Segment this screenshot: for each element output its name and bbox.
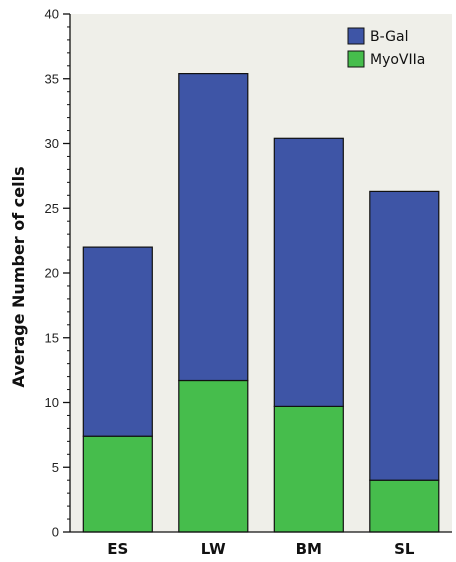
y-tick-label: 15 [45,330,59,345]
legend-swatch-b-gal [347,27,365,45]
y-tick-label: 5 [52,460,59,475]
bar-lw-b-gal [178,72,249,382]
y-tick-label: 20 [45,266,59,281]
bar-sl-b-gal [369,190,440,481]
legend-swatch-myoviia [347,50,365,68]
y-tick-label: 35 [45,71,59,86]
x-tick-label-bm: BM [296,540,322,558]
y-tick-label: 0 [52,525,59,540]
bar-es-b-gal [82,246,153,437]
bar-es-myoviia [82,435,153,533]
x-tick-label-lw: LW [201,540,226,558]
bars [82,72,440,533]
legend-label-myoviia: MyoVIIa [370,52,425,68]
bar-bm-myoviia [273,405,344,533]
bar-sl-myoviia [369,479,440,533]
bar-lw-myoviia [178,379,249,533]
legend: B-Gal MyoVIIa [347,27,425,68]
x-axis: ES LW BM SL [70,531,452,558]
y-tick-label: 10 [45,395,59,410]
legend-label-b-gal: B-Gal [370,29,409,45]
x-tick-label-es: ES [107,540,128,558]
y-tick-label: 25 [45,201,59,216]
y-tick-label: 40 [45,7,59,22]
y-tick-label: 30 [45,136,59,151]
x-tick-label-sl: SL [394,540,415,558]
y-axis-title: Average Number of cells [9,166,28,387]
bar-bm-b-gal [273,137,344,408]
y-axis: 0 5 10 15 20 25 30 35 40 [45,7,71,540]
